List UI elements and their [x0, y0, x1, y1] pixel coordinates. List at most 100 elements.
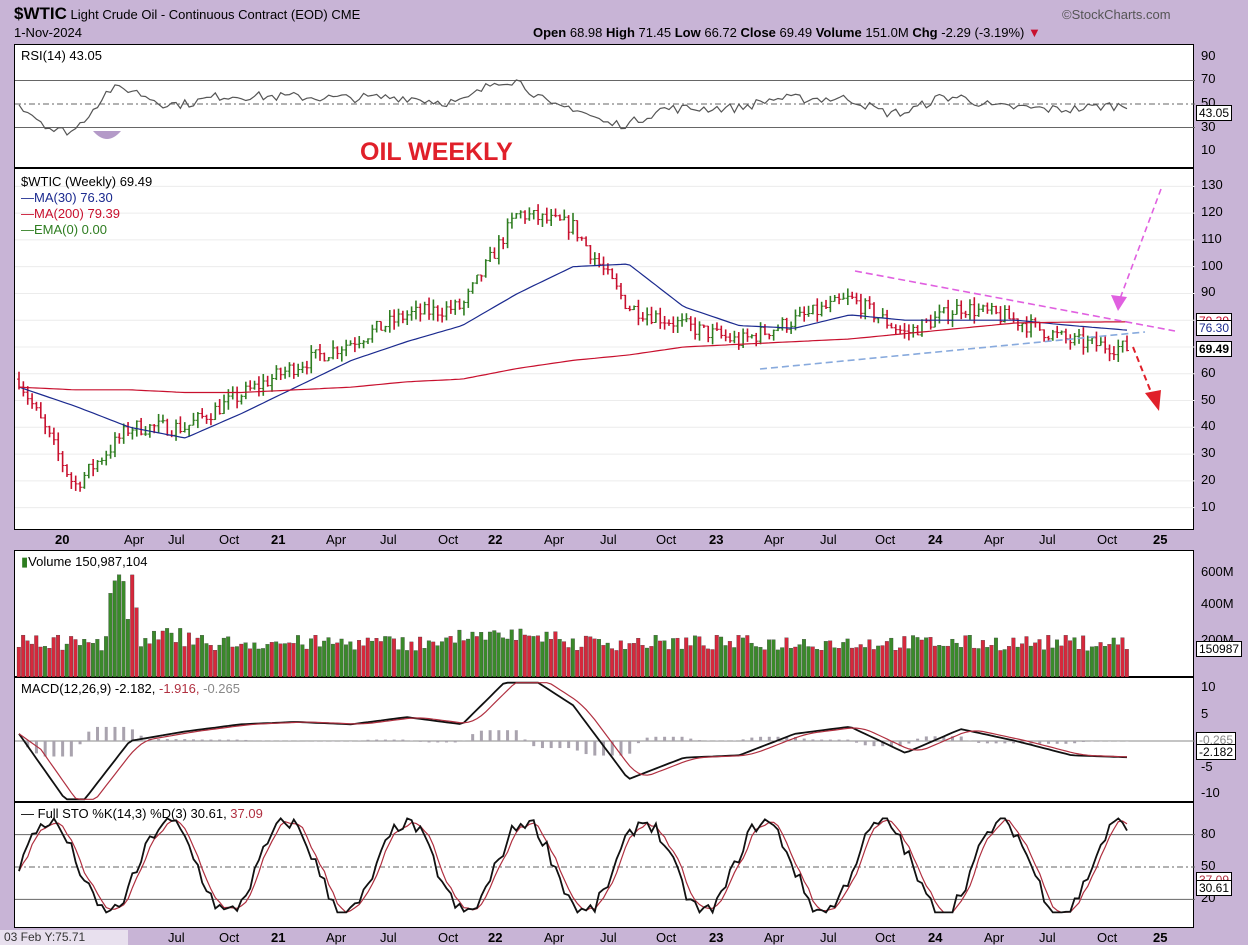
- macd-histogram-bar: [645, 737, 649, 741]
- red-arrow-line: [1132, 346, 1154, 398]
- volume-bar: [69, 636, 74, 678]
- x-tick-label: Oct: [875, 930, 896, 945]
- volume-bar: [378, 641, 383, 678]
- volume-bar: [745, 635, 750, 678]
- volume-bar: [221, 637, 226, 678]
- volume-bar: [518, 628, 523, 678]
- y-tick-label: 20: [1201, 471, 1216, 487]
- macd-histogram-bar: [663, 736, 667, 741]
- volume-bar: [850, 647, 854, 678]
- volume-bar: [1089, 646, 1094, 678]
- volume-bar: [714, 635, 719, 678]
- macd-histogram-bar: [497, 730, 501, 741]
- volume-bar: [797, 644, 802, 678]
- volume-bar: [25, 640, 30, 678]
- x-tick-label: Oct: [438, 532, 459, 547]
- volume-bar: [95, 639, 100, 678]
- volume-bar: [754, 646, 758, 678]
- macd-histogram-bar: [951, 736, 955, 741]
- macd-histogram-bar: [218, 739, 222, 741]
- macd-histogram-bar: [671, 736, 675, 741]
- rsi-panel: RSI(14) 43.05 OIL WEEKLY: [14, 44, 1195, 168]
- volume-bar: [134, 607, 139, 678]
- y-tick-label: 5: [1201, 705, 1209, 721]
- macd-histogram-bar: [628, 741, 632, 754]
- volume-bar: [138, 646, 143, 678]
- x-tick-label: Apr: [764, 532, 785, 547]
- volume-bar: [82, 639, 87, 678]
- x-tick-label: 22: [488, 930, 503, 945]
- volume-bar: [610, 648, 615, 678]
- x-tick-label: 22: [488, 532, 503, 547]
- volume-bar: [317, 646, 322, 678]
- macd-histogram-bar: [933, 736, 937, 741]
- macd-histogram-bar: [96, 726, 100, 741]
- volume-bar: [287, 642, 292, 678]
- ma200-line: [18, 321, 1128, 394]
- volume-bar: [339, 638, 344, 678]
- macd-histogram-bar: [532, 741, 536, 747]
- volume-bar: [204, 643, 209, 678]
- macd-histogram-bar: [235, 739, 239, 741]
- macd-signal-line: [18, 682, 1128, 800]
- macd-histogram-bar: [558, 741, 562, 749]
- volume-bar: [945, 645, 950, 678]
- brand-logo[interactable]: ©StockCharts.com: [1062, 7, 1171, 22]
- volume-bar: [771, 639, 776, 678]
- volume-bar: [775, 649, 780, 678]
- volume-bar: [352, 649, 357, 678]
- volume-bar: [531, 636, 536, 678]
- volume-bar: [383, 636, 388, 678]
- macd-histogram-bar: [619, 741, 623, 756]
- volume-bar: [767, 639, 772, 678]
- macd-histogram-bar: [87, 731, 91, 741]
- macd-histogram-bar: [793, 736, 797, 741]
- volume-bar: [278, 643, 283, 678]
- volume-bar: [256, 648, 261, 678]
- macd-plot: [15, 681, 1195, 801]
- volume-bar: [470, 631, 475, 678]
- macd-histogram-bar: [1046, 741, 1050, 744]
- macd-histogram-bar: [209, 739, 213, 741]
- volume-bar: [282, 643, 287, 678]
- volume-bar: [924, 637, 929, 678]
- macd-histogram-bar: [898, 741, 902, 747]
- volume-bar: [911, 635, 916, 678]
- y-tick-label: 600M: [1201, 564, 1234, 579]
- x-tick-label: Oct: [438, 930, 459, 945]
- macd-histogram-bar: [750, 737, 754, 741]
- volume-bar: [348, 641, 353, 678]
- ma200-legend: —MA(200) 79.39: [21, 206, 120, 221]
- macd-histogram-bar: [567, 741, 571, 749]
- x-tick-label: 25: [1153, 930, 1168, 945]
- volume-bar: [431, 641, 436, 678]
- macd-histogram-bar: [741, 739, 745, 741]
- volume-bar: [357, 640, 362, 678]
- volume-bar: [413, 650, 418, 678]
- volume-bar: [989, 645, 994, 678]
- volume-bar: [906, 648, 911, 678]
- macd-histogram-bar: [244, 739, 248, 741]
- volume-bar: [950, 638, 955, 678]
- red-arrow-icon: [1145, 390, 1161, 411]
- volume-bar: [688, 645, 693, 678]
- down-arrow-icon: ▼: [1027, 25, 1041, 40]
- x-tick-label: Jul: [168, 930, 185, 945]
- chart-title: $WTIC Light Crude Oil - Continuous Contr…: [14, 4, 361, 23]
- macd-histogram-bar: [863, 741, 867, 746]
- volume-tag: 150987: [1196, 641, 1243, 657]
- macd-histogram-bar: [418, 741, 422, 742]
- macd-histogram-bar: [113, 726, 117, 741]
- macd-histogram-bar: [610, 741, 614, 756]
- pink-arrow-line: [1117, 188, 1162, 305]
- macd-histogram-bar: [802, 738, 806, 741]
- volume-bar: [863, 647, 868, 678]
- volume-bar: [675, 637, 680, 678]
- volume-bar: [444, 637, 449, 678]
- volume-bar: [1116, 644, 1121, 678]
- sto-d-line: [18, 819, 1128, 914]
- volume-bar: [697, 636, 702, 678]
- macd-histogram-bar: [846, 739, 850, 741]
- volume-bar: [1028, 645, 1033, 678]
- macd-histogram-bar: [636, 741, 640, 744]
